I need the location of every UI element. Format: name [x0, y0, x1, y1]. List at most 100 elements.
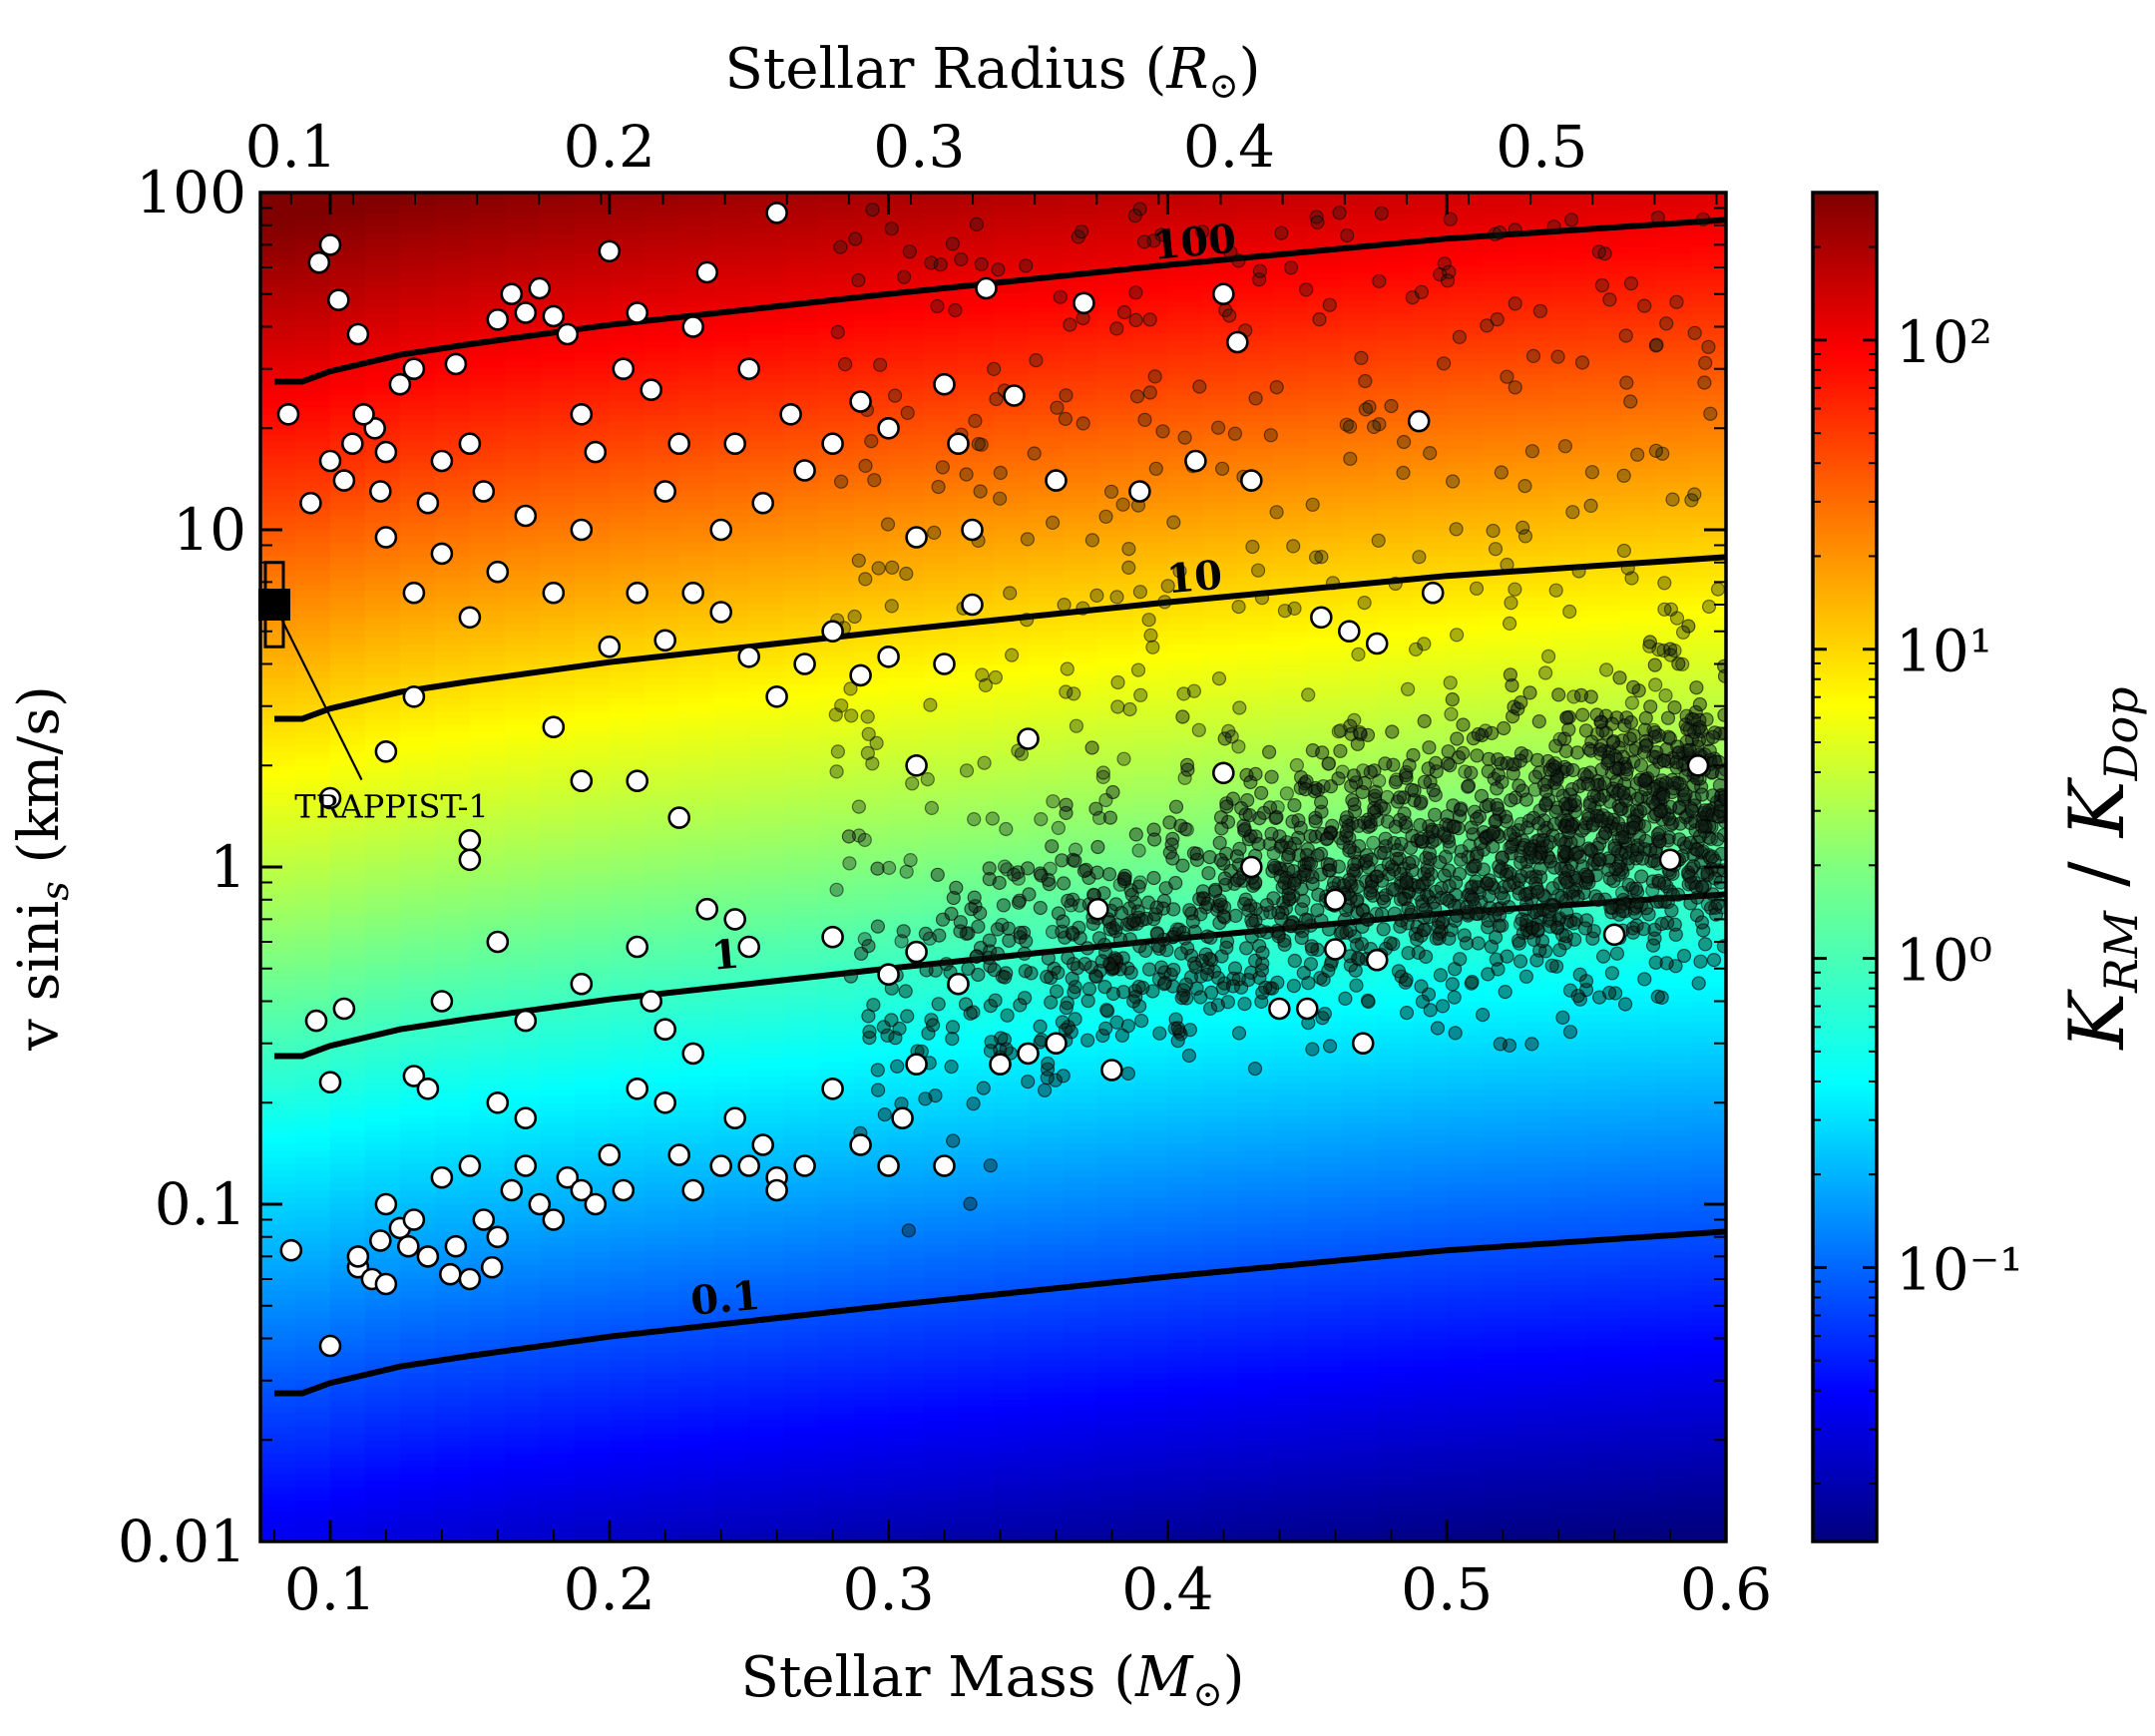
background-cell [574, 975, 611, 984]
background-cell [1063, 1501, 1099, 1510]
background-cell [1097, 745, 1134, 754]
background-cell [609, 543, 646, 552]
background-cell [958, 1312, 995, 1321]
background-cell [993, 1109, 1030, 1118]
background-cell [329, 246, 367, 255]
background-cell [609, 651, 646, 659]
background-cell [294, 1460, 332, 1469]
background-cell [504, 489, 542, 498]
background-cell [1063, 252, 1099, 261]
background-cell [818, 880, 855, 889]
background-cell [504, 1534, 542, 1541]
background-cell [853, 1487, 890, 1496]
background-cell [260, 286, 297, 295]
background-cell [958, 577, 995, 586]
background-cell [539, 691, 576, 700]
background-cell [644, 1534, 680, 1541]
background-cell [748, 1427, 785, 1436]
background-cell [748, 833, 785, 842]
background-cell [888, 1460, 925, 1469]
background-cell [818, 1258, 855, 1267]
background-cell [539, 611, 576, 620]
background-cell [399, 1285, 437, 1294]
background-cell [294, 1447, 332, 1456]
background-cell [644, 340, 680, 349]
background-cell [748, 550, 785, 559]
background-cell [260, 394, 297, 403]
background-cell [783, 1036, 820, 1044]
background-cell [644, 293, 680, 302]
background-cell [294, 1244, 332, 1253]
background-cell [783, 442, 820, 451]
background-cell [294, 941, 332, 950]
background-cell [748, 725, 785, 733]
background-cell [888, 193, 925, 201]
background-cell [958, 894, 995, 902]
background-cell [678, 611, 715, 620]
background-cell [539, 259, 576, 268]
background-cell [539, 677, 576, 686]
background-cell [993, 530, 1030, 538]
background-cell [574, 1325, 611, 1334]
background-cell [888, 839, 925, 848]
background-cell [294, 1454, 332, 1463]
background-cell [923, 489, 960, 498]
background-cell [260, 266, 297, 275]
background-cell [993, 846, 1030, 855]
background-cell [783, 765, 820, 774]
background-cell [504, 718, 542, 727]
background-cell [504, 806, 542, 815]
background-cell [644, 530, 680, 538]
background-cell [888, 333, 925, 342]
background-cell [888, 523, 925, 532]
background-cell [399, 711, 437, 720]
background-cell [1063, 833, 1099, 842]
background-cell [574, 597, 611, 606]
background-cell [469, 1373, 507, 1381]
background-cell [609, 1285, 646, 1294]
background-cell [888, 954, 925, 963]
background-cell [469, 597, 507, 606]
background-cell [364, 225, 402, 234]
background-cell [923, 1332, 960, 1341]
background-cell [958, 812, 995, 821]
background-cell [574, 340, 611, 349]
background-cell [678, 333, 715, 342]
background-cell [539, 502, 576, 511]
background-cell [539, 1413, 576, 1422]
background-cell [993, 327, 1030, 336]
background-cell [748, 1400, 785, 1408]
background-cell [923, 880, 960, 889]
background-cell [260, 496, 297, 505]
background-cell [958, 1298, 995, 1307]
background-cell [434, 738, 472, 747]
background-cell [434, 273, 472, 282]
background-cell [748, 1413, 785, 1422]
background-cell [853, 347, 890, 356]
background-cell [399, 455, 437, 464]
background-cell [783, 725, 820, 733]
background-cell [294, 1352, 332, 1361]
background-cell [678, 246, 715, 255]
background-cell [888, 657, 925, 666]
background-cell [1097, 677, 1134, 686]
background-cell [888, 779, 925, 788]
background-cell [364, 806, 402, 815]
background-cell [748, 1251, 785, 1260]
background-cell [748, 900, 785, 909]
background-cell [1063, 894, 1099, 902]
background-cell [678, 279, 715, 288]
background-cell [853, 1400, 890, 1408]
background-cell [1063, 1339, 1099, 1348]
background-cell [294, 900, 332, 909]
background-cell [539, 475, 576, 484]
background-cell [923, 1210, 960, 1219]
background-cell [574, 921, 611, 930]
background-cell [818, 745, 855, 754]
background-cell [1063, 597, 1099, 606]
background-cell [399, 921, 437, 930]
background-cell [888, 745, 925, 754]
background-cell [853, 677, 890, 686]
background-cell [818, 1143, 855, 1152]
background-cell [748, 455, 785, 464]
